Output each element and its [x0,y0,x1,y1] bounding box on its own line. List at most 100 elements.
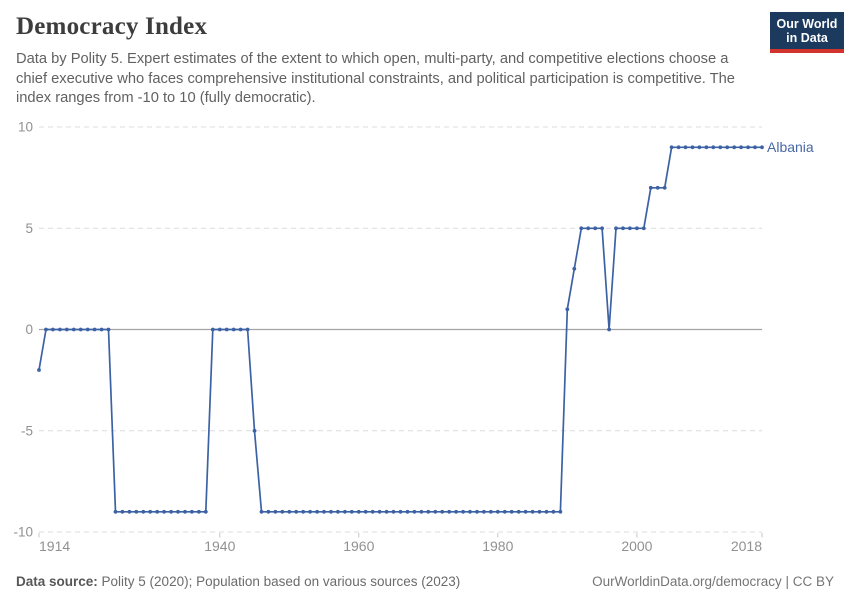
data-point[interactable] [349,509,354,514]
data-point[interactable] [475,509,479,514]
data-point[interactable] [58,327,62,332]
data-point[interactable] [676,145,681,150]
data-point[interactable] [398,509,403,514]
data-point[interactable] [224,327,229,332]
data-point[interactable] [315,509,319,514]
data-point[interactable] [600,226,604,231]
data-point[interactable] [155,509,160,514]
data-point[interactable] [217,327,222,332]
data-point[interactable] [405,509,410,514]
data-point[interactable] [197,509,201,514]
data-point[interactable] [231,327,236,332]
data-point[interactable] [44,327,48,332]
data-point[interactable] [586,226,591,231]
data-point[interactable] [635,226,639,231]
data-point[interactable] [106,327,111,332]
data-point[interactable] [544,509,549,514]
data-point[interactable] [71,327,76,332]
data-point[interactable] [669,145,674,150]
data-point[interactable] [99,327,104,332]
data-point[interactable] [127,509,132,514]
data-point[interactable] [120,509,125,514]
data-point[interactable] [238,327,243,332]
data-point[interactable] [621,226,625,231]
data-point[interactable] [203,509,208,514]
owid-logo[interactable]: Our World in Data [770,12,844,53]
data-point[interactable] [461,509,465,514]
data-point[interactable] [245,327,250,332]
data-point[interactable] [509,509,514,514]
data-point[interactable] [391,509,396,514]
data-point[interactable] [134,509,139,514]
data-point[interactable] [363,509,368,514]
data-point[interactable] [294,509,299,514]
data-point[interactable] [530,509,535,514]
data-point[interactable] [433,509,438,514]
data-point[interactable] [370,509,375,514]
data-point[interactable] [607,327,611,332]
data-point[interactable] [301,509,306,514]
data-point[interactable] [210,327,215,332]
data-point[interactable] [739,145,743,150]
data-point[interactable] [551,509,556,514]
data-point[interactable] [753,145,757,150]
data-point[interactable] [190,509,194,514]
data-point[interactable] [252,428,257,433]
data-point[interactable] [266,509,271,514]
data-point[interactable] [760,145,764,150]
data-point[interactable] [141,509,146,514]
data-point[interactable] [426,509,431,514]
data-point[interactable] [725,145,730,150]
data-point[interactable] [37,368,41,372]
data-point[interactable] [648,185,653,190]
data-point[interactable] [704,145,709,150]
data-point[interactable] [572,266,577,271]
data-point[interactable] [287,509,292,514]
data-point[interactable] [711,145,716,150]
data-point[interactable] [308,509,312,514]
data-point[interactable] [662,185,667,190]
data-point[interactable] [78,327,83,332]
data-point[interactable] [280,509,285,514]
data-point[interactable] [440,509,445,514]
data-point[interactable] [746,145,750,150]
data-point[interactable] [495,509,500,514]
data-point[interactable] [447,509,452,514]
data-point[interactable] [336,509,340,514]
data-point[interactable] [377,509,382,514]
data-point[interactable] [322,509,326,514]
data-point[interactable] [329,509,333,514]
data-point[interactable] [718,145,723,150]
owid-attribution-link[interactable]: OurWorldinData.org/democracy | CC BY [592,574,834,589]
data-point[interactable] [454,509,458,514]
data-point[interactable] [384,509,389,514]
data-point[interactable] [482,509,486,514]
data-point[interactable] [51,327,55,332]
data-point[interactable] [697,145,702,150]
data-point[interactable] [148,509,153,514]
data-point[interactable] [614,226,618,231]
data-point[interactable] [489,509,493,514]
data-point[interactable] [565,307,570,312]
data-point[interactable] [85,327,90,332]
data-point[interactable] [523,509,528,514]
data-point[interactable] [343,509,347,514]
data-point[interactable] [412,509,417,514]
data-point[interactable] [162,509,167,514]
data-point[interactable] [690,145,695,150]
data-point[interactable] [641,226,646,231]
data-point[interactable] [593,226,598,231]
data-point[interactable] [683,145,688,150]
data-point[interactable] [92,327,97,332]
data-point[interactable] [579,226,584,231]
data-point[interactable] [537,509,542,514]
data-point[interactable] [732,145,737,150]
data-point[interactable] [176,509,180,514]
data-point[interactable] [628,226,632,231]
data-point[interactable] [356,509,361,514]
data-point[interactable] [64,327,69,332]
data-point[interactable] [169,509,174,514]
data-point[interactable] [419,509,424,514]
data-point[interactable] [468,509,472,514]
data-point[interactable] [655,185,660,190]
